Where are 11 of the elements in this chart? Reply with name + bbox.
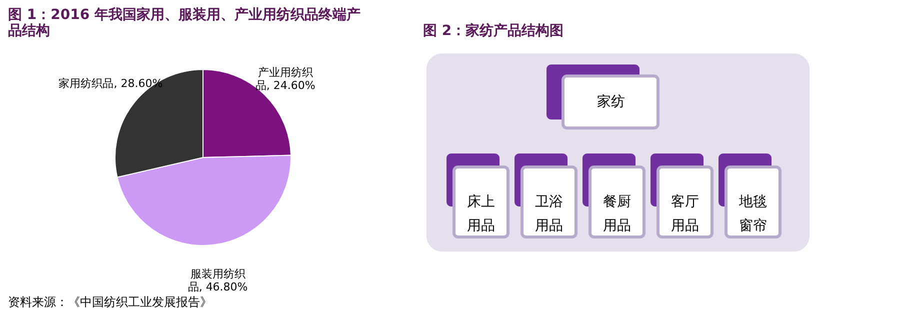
text: 地毯窗帘 <box>738 194 767 234</box>
text: 家纺 <box>597 94 625 110</box>
slice-label: 服装用纺织品, 46.80% <box>188 268 248 294</box>
text: 图 2：家纺产品结构图 <box>423 22 564 39</box>
slice-label: 产业用纺织品, 24.60% <box>255 66 316 92</box>
text: 卫浴用品 <box>535 194 563 234</box>
text: 资料来源：《中国纺织工业发展报告》 <box>8 295 212 309</box>
chart-title: 图 1：2016 年我国家用、服装用、产业用纺织品终端产品结构 <box>8 6 360 39</box>
text: 餐厨用品 <box>603 194 631 234</box>
text: 客厅用品 <box>671 194 699 234</box>
text: 床上用品 <box>467 194 495 234</box>
